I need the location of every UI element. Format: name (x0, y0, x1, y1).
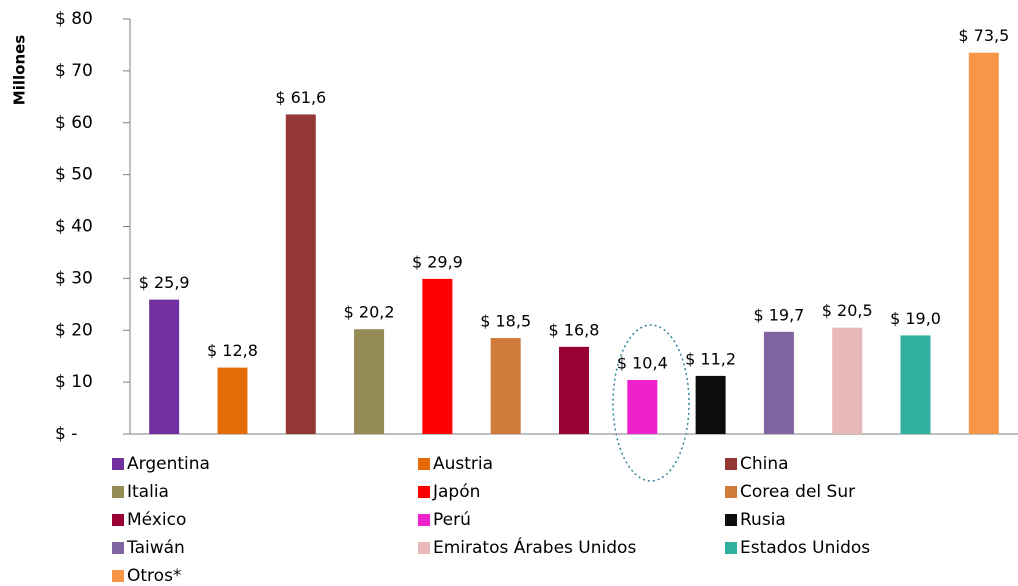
legend-swatch (418, 458, 430, 470)
legend-swatch (725, 542, 737, 554)
y-axis-label: Millones (11, 35, 29, 106)
y-tick-label: $ 60 (55, 113, 93, 133)
bar (968, 52, 999, 434)
bar (217, 367, 248, 434)
legend-swatch (418, 514, 430, 526)
legend-label: China (740, 454, 789, 474)
bar (763, 331, 794, 434)
y-tick-label: $ 10 (55, 372, 93, 392)
legend-label: Italia (127, 482, 169, 502)
legend-label: Japón (432, 482, 480, 502)
y-tick-label: $ - (55, 424, 77, 444)
bar (832, 327, 863, 434)
value-label: $ 19,7 (753, 305, 804, 324)
value-label: $ 18,5 (480, 312, 531, 331)
legend-label: Corea del Sur (740, 482, 855, 502)
y-tick-label: $ 40 (55, 217, 93, 237)
bar (627, 380, 658, 434)
legend-swatch (112, 514, 124, 526)
legend-swatch (725, 458, 737, 470)
value-label: $ 20,5 (822, 301, 873, 320)
y-tick-label: $ 80 (55, 9, 93, 29)
legend-label: Emiratos Árabes Unidos (433, 536, 636, 558)
legend-swatch (112, 486, 124, 498)
legend-label: Austria (433, 454, 493, 474)
bar (490, 338, 521, 434)
legend-swatch (112, 458, 124, 470)
legend-label: Taiwán (126, 538, 185, 558)
legend-swatch (725, 514, 737, 526)
legend-swatch (418, 486, 430, 498)
y-tick-label: $ 30 (55, 268, 93, 288)
highlight-ellipse (612, 324, 690, 482)
value-label: $ 19,0 (890, 309, 941, 328)
value-label: $ 11,2 (685, 349, 736, 368)
value-label: $ 73,5 (958, 26, 1009, 45)
y-tick-label: $ 50 (55, 165, 93, 185)
bar (354, 329, 385, 434)
value-label: $ 25,9 (139, 273, 190, 292)
bar (695, 375, 726, 434)
y-tick-label: $ 20 (55, 320, 93, 340)
value-label: $ 16,8 (549, 320, 600, 339)
value-label: $ 20,2 (344, 303, 395, 322)
value-label: $ 12,8 (207, 341, 258, 360)
legend-swatch (112, 570, 124, 582)
legend-swatch (112, 542, 124, 554)
legend-swatch (418, 542, 430, 554)
legend-label: Otros* (127, 566, 181, 586)
legend-label: Rusia (740, 510, 786, 530)
bar (900, 335, 931, 434)
bar (285, 114, 316, 434)
value-label: $ 29,9 (412, 252, 463, 271)
legend-swatch (725, 486, 737, 498)
bar (149, 299, 180, 434)
legend-label: Perú (433, 510, 471, 530)
bar (559, 346, 589, 434)
value-label: $ 61,6 (275, 88, 326, 107)
legend-label: Estados Unidos (740, 538, 870, 558)
value-label: $ 10,4 (617, 354, 668, 373)
legend-label: Argentina (127, 454, 210, 474)
y-tick-label: $ 70 (55, 61, 93, 81)
legend-label: México (127, 510, 186, 530)
bar (422, 278, 453, 434)
